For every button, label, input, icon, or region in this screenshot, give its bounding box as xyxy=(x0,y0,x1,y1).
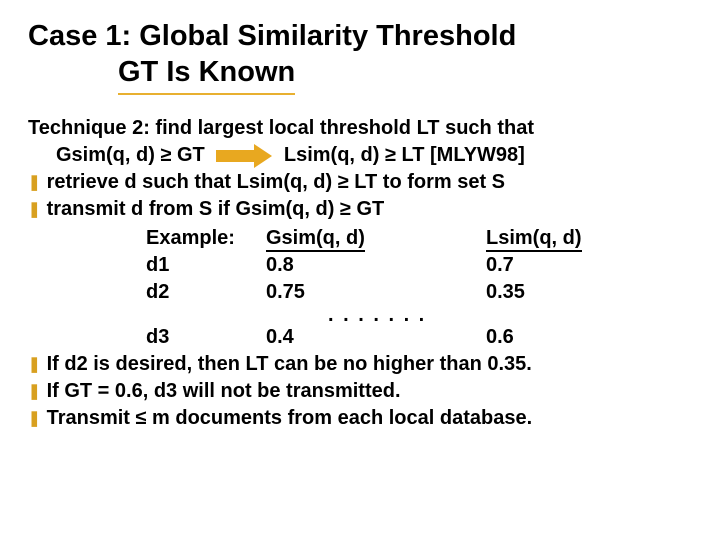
title-underline: GT Is Known xyxy=(118,54,295,94)
row-label: d1 xyxy=(28,252,266,279)
row-l: 0.6 xyxy=(486,324,686,351)
table-row: d3 0.4 0.6 xyxy=(28,324,692,351)
bullet-retrieve: retrieve d such that Lsim(q, d) ≥ LT to … xyxy=(28,169,692,196)
title-line2: GT Is Known xyxy=(28,54,692,94)
example-table: Example: Gsim(q, d) Lsim(q, d) d1 0.8 0.… xyxy=(28,225,692,351)
technique-line-b: Gsim(q, d) ≥ GT Lsim(q, d) ≥ LT [MLYW98] xyxy=(28,142,692,169)
title-line1: Case 1: Global Similarity Threshold xyxy=(28,18,692,54)
col-lsim: Lsim(q, d) xyxy=(486,225,686,252)
row-l: 0.35 xyxy=(486,279,686,306)
lsim-header: Lsim(q, d) xyxy=(486,227,582,252)
table-row: d2 0.75 0.35 xyxy=(28,279,692,306)
row-g: 0.75 xyxy=(266,279,486,306)
arrow-icon xyxy=(216,146,272,164)
bullet-lt: If d2 is desired, then LT can be no high… xyxy=(28,351,692,378)
row-label: d2 xyxy=(28,279,266,306)
slide-content: Technique 2: find largest local threshol… xyxy=(28,115,692,432)
row-label: d3 xyxy=(28,324,266,351)
tech-b-left: Gsim(q, d) ≥ GT xyxy=(56,144,205,166)
bullet-gt: If GT = 0.6, d3 will not be transmitted. xyxy=(28,378,692,405)
tech-b-right: Lsim(q, d) ≥ LT [MLYW98] xyxy=(284,144,525,166)
example-label: Example: xyxy=(28,225,266,252)
technique-line-a: Technique 2: find largest local threshol… xyxy=(28,115,692,142)
table-row: d1 0.8 0.7 xyxy=(28,252,692,279)
row-g: 0.8 xyxy=(266,252,486,279)
slide-title: Case 1: Global Similarity Threshold GT I… xyxy=(28,18,692,95)
col-gsim: Gsim(q, d) xyxy=(266,225,486,252)
table-header: Example: Gsim(q, d) Lsim(q, d) xyxy=(28,225,692,252)
bullet-transmit: transmit d from S if Gsim(q, d) ≥ GT xyxy=(28,196,692,223)
bullet-m: Transmit ≤ m documents from each local d… xyxy=(28,405,692,432)
dots-row: . . . . . . . xyxy=(28,306,692,324)
gsim-header: Gsim(q, d) xyxy=(266,227,365,252)
row-l: 0.7 xyxy=(486,252,686,279)
row-g: 0.4 xyxy=(266,324,486,351)
slide: Case 1: Global Similarity Threshold GT I… xyxy=(0,0,720,450)
